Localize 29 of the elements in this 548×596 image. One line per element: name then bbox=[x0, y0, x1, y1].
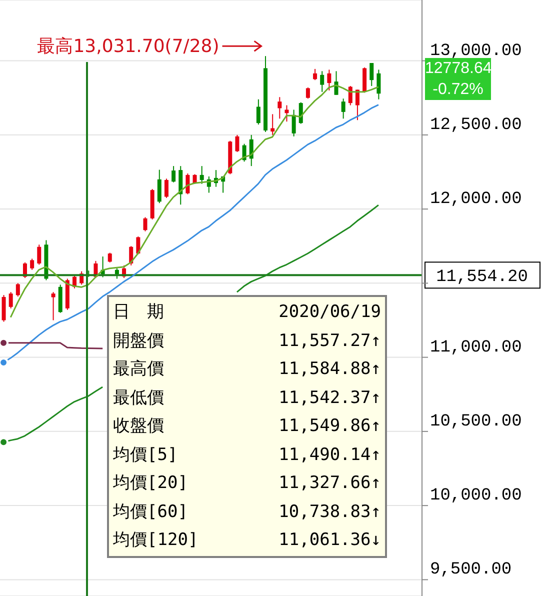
y-tick-label: 12,000.00 bbox=[430, 190, 522, 210]
annotation: 收盤價 bbox=[113, 415, 164, 438]
annotation: 10,738.83↑ bbox=[278, 500, 381, 524]
annotation: 11,542.37↑ bbox=[278, 386, 381, 410]
annotation: 均價[60] bbox=[113, 500, 188, 524]
annotation: 11,327.66↑ bbox=[278, 472, 381, 495]
y-tick-label: 12,500.00 bbox=[430, 116, 522, 135]
annotation: 均價[20] bbox=[113, 472, 188, 495]
annotation: 均價[120] bbox=[113, 529, 198, 552]
annotation: 11,584.88↑ bbox=[278, 358, 381, 381]
y-tick-label: 11,000.00 bbox=[430, 338, 522, 358]
y-tick-label: 13,000.00 bbox=[430, 42, 522, 61]
annotation: 最高價 bbox=[113, 358, 164, 381]
annotation: 2020/06/19 bbox=[278, 301, 381, 324]
ref-line-label: 11,554.20 bbox=[436, 268, 528, 288]
annotation: 11,061.36↓ bbox=[278, 529, 381, 552]
text: -0.72% bbox=[432, 80, 484, 100]
annotation: 11,557.27↑ bbox=[278, 330, 381, 352]
text: 12778.64 bbox=[425, 58, 492, 79]
annotation: 最高13,031.70(7/28) bbox=[37, 36, 220, 58]
annotation: 最低價 bbox=[113, 386, 164, 410]
y-tick-label: 10,000.00 bbox=[430, 486, 522, 506]
y-tick-label: 10,500.00 bbox=[430, 412, 522, 432]
annotation: 開盤價 bbox=[113, 330, 164, 352]
y-tick-label: 9,500.00 bbox=[430, 560, 512, 580]
annotation: 11,549.86↑ bbox=[278, 415, 381, 438]
annotation: 日 期 bbox=[113, 301, 164, 324]
annotation: 11,490.14↑ bbox=[278, 444, 381, 466]
annotation: 均價[5] bbox=[113, 444, 178, 466]
